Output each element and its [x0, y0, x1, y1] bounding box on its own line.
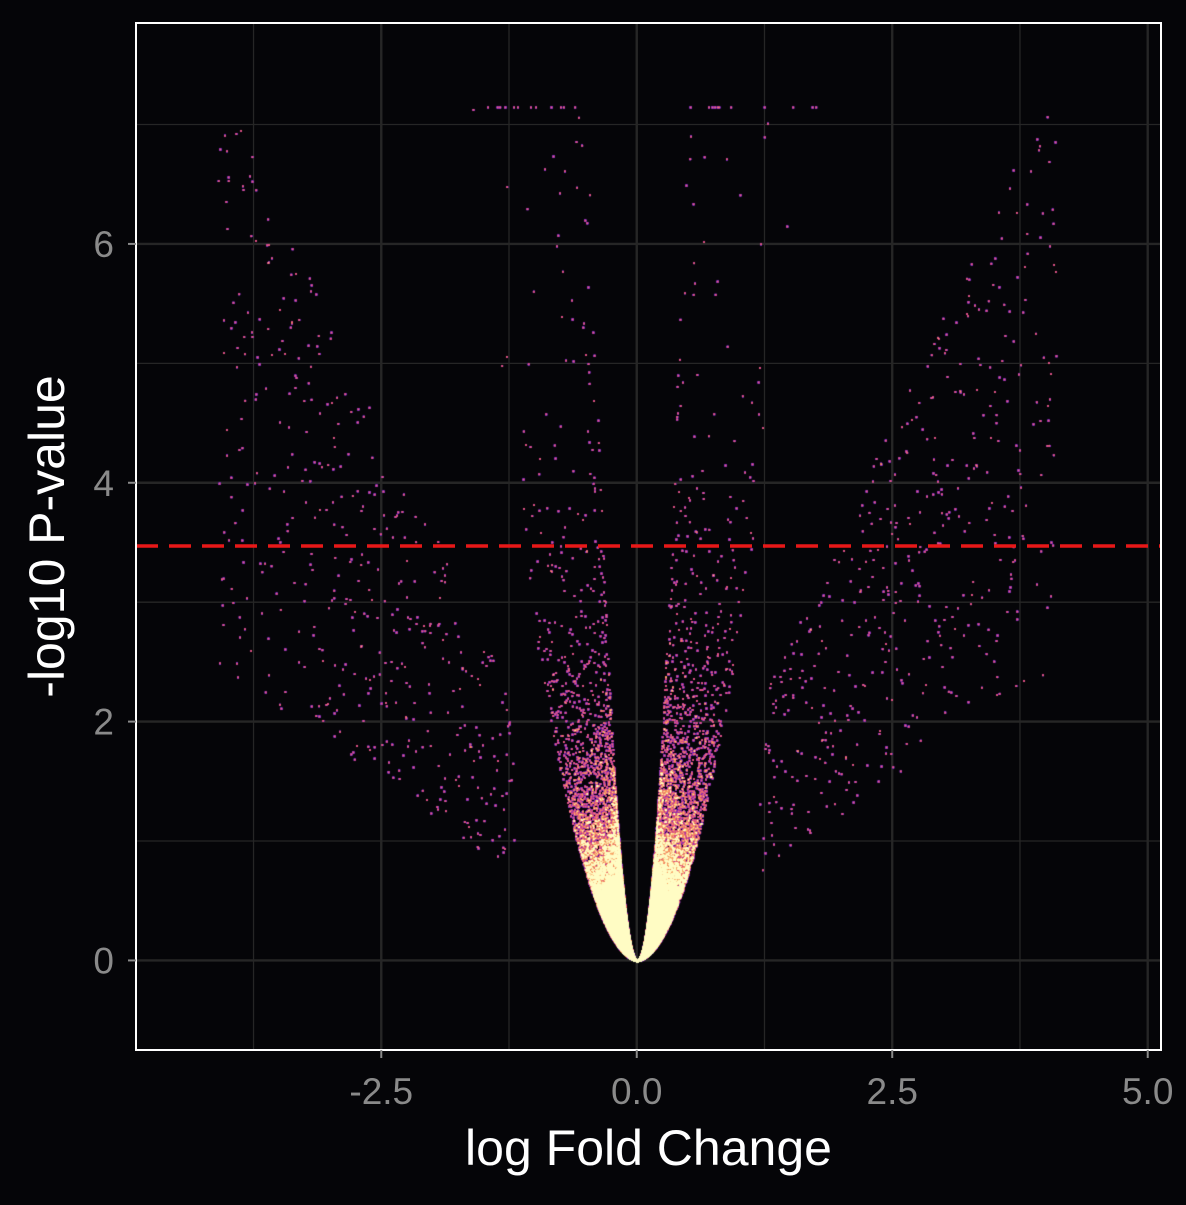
y-axis-ticks: 0 2 4 6: [93, 224, 136, 981]
data-points: [136, 23, 1161, 1050]
y-tick-label: 2: [93, 702, 114, 743]
panel-border: [135, 22, 1162, 1051]
y-tick-label: 0: [93, 940, 114, 981]
y-tick-label: 6: [93, 224, 114, 265]
x-tick-label: -2.5: [349, 1071, 413, 1112]
x-axis-title: log Fold Change: [465, 1120, 832, 1176]
x-tick-label: 5.0: [1122, 1071, 1173, 1112]
x-axis-ticks: -2.5 0.0 2.5 5.0: [349, 1050, 1173, 1112]
y-axis-title: -log10 P-value: [19, 375, 75, 697]
scatter-points-raster: [136, 23, 1161, 1050]
y-tick-label: 4: [93, 463, 114, 504]
x-tick-label: 0.0: [611, 1071, 662, 1112]
x-tick-label: 2.5: [867, 1071, 918, 1112]
